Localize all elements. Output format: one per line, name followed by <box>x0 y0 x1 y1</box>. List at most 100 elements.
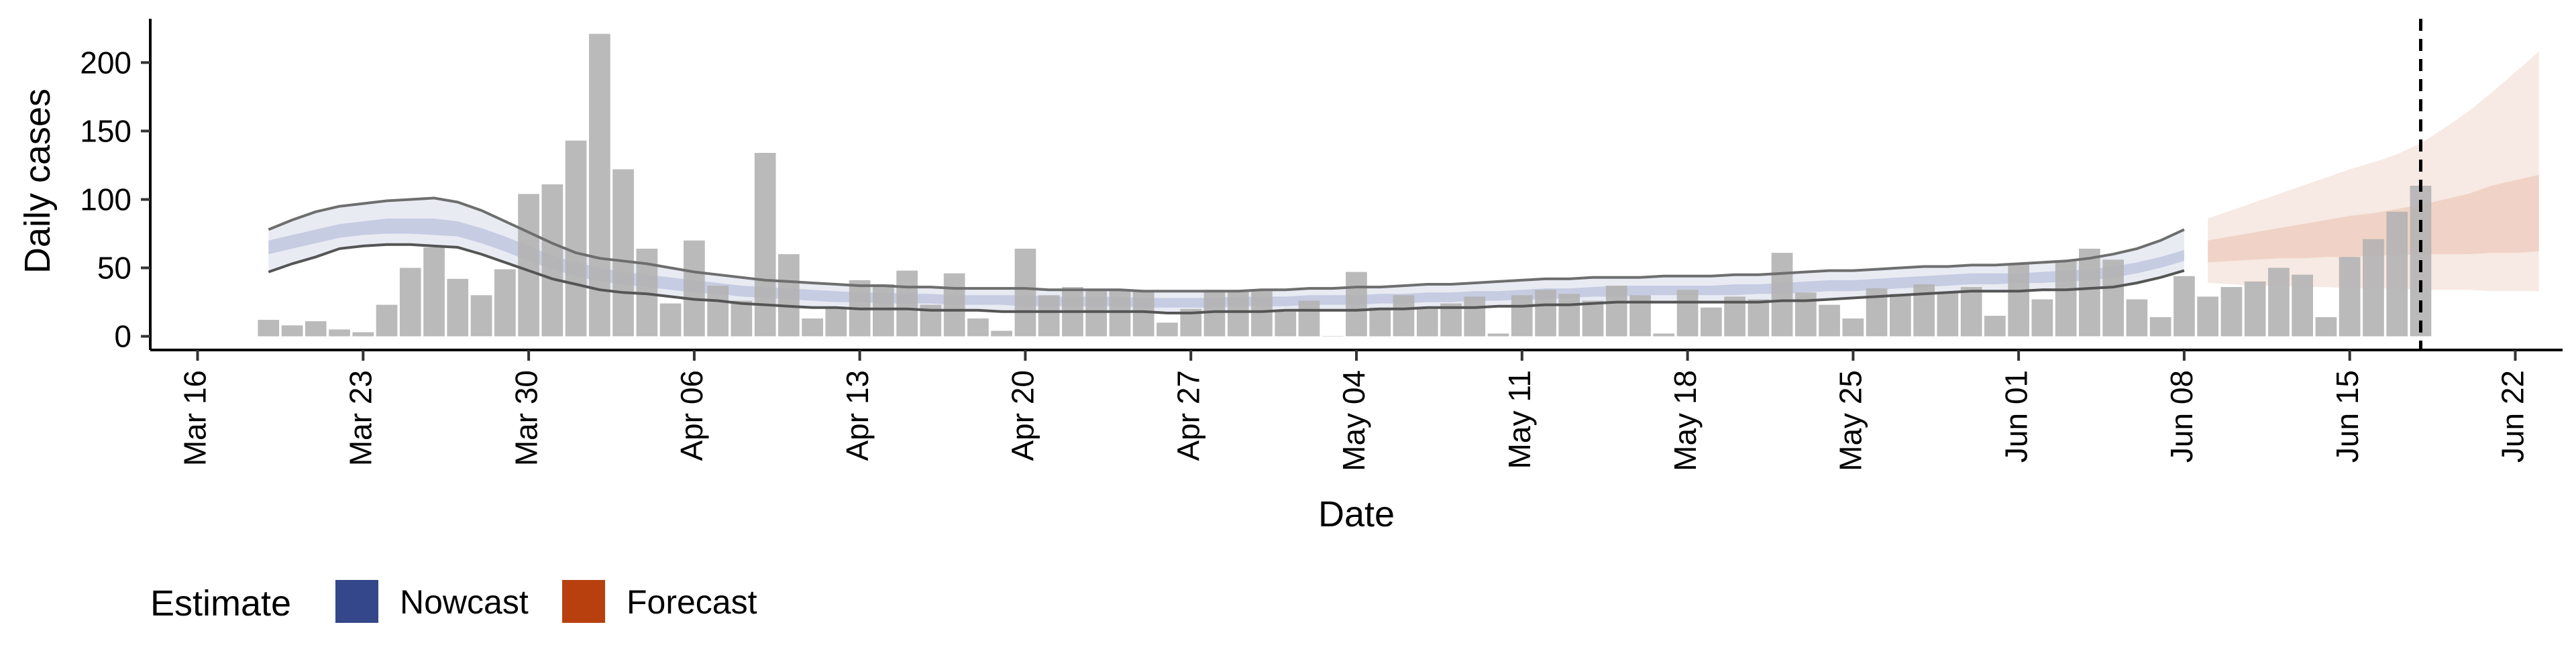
bar-day-56 <box>1558 294 1580 337</box>
bar-day-44 <box>1275 311 1297 337</box>
x-tick-label: Apr 13 <box>840 370 875 461</box>
bar-day-73 <box>1960 287 1982 337</box>
bar-day-64 <box>1748 299 1770 337</box>
bar-day-86 <box>2268 268 2290 337</box>
x-tick-labels: Mar 16 Mar 23 Mar 30 Apr 06 Apr 13 Apr 20 Apr … <box>178 350 2530 471</box>
bar-day-51 <box>1440 303 1462 337</box>
x-tick-label: May 18 <box>1668 370 1703 471</box>
bar-day-55 <box>1535 290 1556 337</box>
bar-day-25 <box>825 307 847 337</box>
bar-day-8 <box>423 247 445 337</box>
bar-day-12 <box>518 194 539 337</box>
bar-day-82 <box>2174 276 2195 337</box>
bar-day-36 <box>1085 290 1107 337</box>
bar-day-18 <box>659 303 682 337</box>
x-tick-label: Jun 15 <box>2330 370 2365 463</box>
bar-day-49 <box>1393 295 1415 337</box>
bar-day-37 <box>1109 290 1131 337</box>
bar-day-20 <box>707 286 729 337</box>
bar-day-84 <box>2220 287 2243 337</box>
x-tick-label: Mar 30 <box>508 370 543 466</box>
bars-group <box>258 34 2432 337</box>
legend-key-nowcast <box>335 580 378 623</box>
x-tick-label: Jun 08 <box>2164 370 2199 463</box>
x-tick-label: May 04 <box>1336 370 1371 471</box>
y-tick-label: 150 <box>80 113 131 148</box>
x-tick-label: Jun 01 <box>1998 370 2033 463</box>
bar-day-11 <box>494 269 516 337</box>
bar-day-80 <box>2126 299 2148 337</box>
bar-day-62 <box>1701 307 1722 337</box>
x-tick-label: Mar 16 <box>178 370 213 466</box>
x-tick-label: May 11 <box>1502 370 1537 469</box>
bar-day-47 <box>1346 272 1367 337</box>
bar-day-81 <box>2149 317 2171 337</box>
x-tick-label: Mar 23 <box>343 370 378 466</box>
bar-day-6 <box>376 304 398 337</box>
bar-day-72 <box>1937 292 1959 337</box>
bar-day-76 <box>2031 299 2053 337</box>
bar-day-54 <box>1511 295 1533 337</box>
x-tick-label: Jun 22 <box>2496 370 2530 463</box>
x-tick-label: Apr 06 <box>674 370 709 461</box>
bar-day-68 <box>1842 318 1864 337</box>
bar-day-61 <box>1676 290 1699 337</box>
y-tick-label: 200 <box>80 45 131 80</box>
bar-day-24 <box>802 318 823 337</box>
bar-day-2 <box>281 325 303 337</box>
bar-day-3 <box>305 321 327 337</box>
bar-day-21 <box>731 300 753 337</box>
bar-day-89 <box>2339 257 2361 337</box>
bar-day-1 <box>258 320 280 337</box>
interval-lines <box>268 196 2185 314</box>
bar-day-50 <box>1416 308 1438 337</box>
bar-day-45 <box>1298 300 1320 337</box>
bar-day-33 <box>1014 248 1036 337</box>
bar-day-9 <box>447 278 469 337</box>
bar-day-91 <box>2386 211 2408 337</box>
x-tick-label: Apr 27 <box>1171 370 1205 461</box>
bar-day-85 <box>2244 281 2266 337</box>
bar-day-22 <box>754 153 776 337</box>
bar-day-4 <box>329 329 350 337</box>
bar-day-15 <box>589 34 610 337</box>
x-tick-label: Apr 20 <box>1006 370 1040 461</box>
bar-day-7 <box>399 268 421 337</box>
y-tick-labels: 0 50 100 150 200 <box>80 45 150 354</box>
bar-day-43 <box>1251 291 1273 337</box>
bar-day-23 <box>778 254 800 337</box>
legend-key-forecast <box>562 580 605 623</box>
bar-day-13 <box>541 184 564 337</box>
bar-day-83 <box>2197 296 2218 337</box>
bar-day-58 <box>1605 286 1627 337</box>
legend-title: Estimate <box>150 583 291 624</box>
bar-day-14 <box>565 140 587 337</box>
bar-day-87 <box>2292 274 2313 337</box>
bar-day-57 <box>1582 300 1604 337</box>
nowcast-upper-line <box>268 196 2185 293</box>
uncertainty-bands <box>268 52 2539 313</box>
bar-day-30 <box>943 273 965 337</box>
y-tick-label: 50 <box>97 251 131 286</box>
forecast-band-inner <box>2208 174 2539 263</box>
bar-day-88 <box>2315 317 2337 337</box>
bar-day-60 <box>1653 333 1675 337</box>
bar-day-67 <box>1819 304 1840 337</box>
bar-day-75 <box>2008 263 2029 337</box>
legend: Estimate Nowcast Forecast <box>150 580 757 624</box>
legend-label-nowcast: Nowcast <box>400 583 529 621</box>
bar-day-31 <box>967 318 989 337</box>
bar-day-74 <box>1984 316 2006 337</box>
bar-day-42 <box>1227 290 1249 337</box>
bar-day-79 <box>2102 259 2124 337</box>
bar-day-78 <box>2079 248 2100 337</box>
bar-day-38 <box>1132 291 1155 337</box>
bar-day-65 <box>1771 253 1793 337</box>
y-axis-title: Daily cases <box>17 89 58 274</box>
bar-day-90 <box>2363 239 2384 337</box>
y-tick-label: 100 <box>80 182 131 217</box>
bar-day-48 <box>1369 307 1391 337</box>
nowcast-lower-line <box>268 243 2185 314</box>
